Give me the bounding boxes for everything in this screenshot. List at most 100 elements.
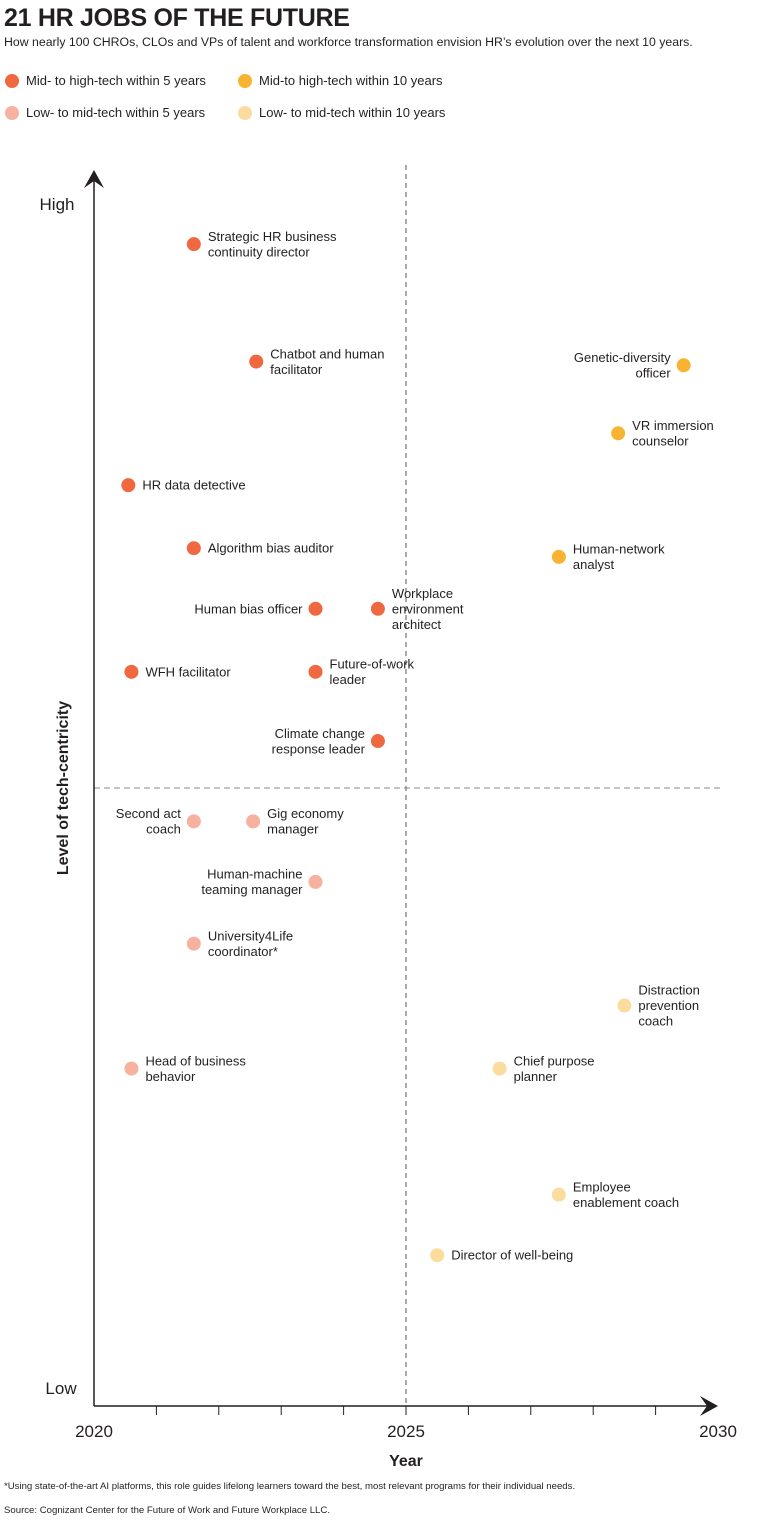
data-point [249,354,264,369]
data-point-label: Genetic-diversity officer [574,350,671,381]
data-point-label-line: facilitator [270,362,323,377]
data-point-label-line: prevention [638,998,699,1013]
data-point-label-line: Human-machine [207,867,302,882]
data-point [186,814,201,829]
data-point-label-line: teaming manager [201,882,303,897]
data-point-label: VR immersion counselor [632,418,714,449]
data-point-label-line: Human bias officer [194,601,303,616]
data-point-label-line: response leader [272,741,366,756]
legend-swatch [5,73,19,88]
legend-label: Mid- to high-tech within 5 years [26,73,206,88]
data-point-label: Distraction prevention coach [638,983,699,1029]
data-point [492,1061,507,1076]
data-point-label-line: enablement coach [573,1195,679,1210]
x-tick-label: 2020 [75,1422,113,1441]
data-point [617,998,632,1013]
source-note: Source: Cognizant Center for the Future … [4,1505,330,1516]
footnote: *Using state-of-the-art AI platforms, th… [4,1481,576,1492]
data-point-label: WFH facilitator [145,664,231,679]
data-point-label: Human bias officer [194,601,303,616]
data-point-label-line: Second act [116,806,181,821]
data-point-label: Chatbot and human facilitator [270,346,384,377]
data-point-label-line: Strategic HR business [208,229,337,244]
data-point-label-line: coach [146,822,181,837]
legend-swatch [238,105,252,120]
x-tick-label: 2025 [387,1422,425,1441]
data-point-label-line: manager [267,822,319,837]
x-tick-label: 2030 [699,1422,737,1441]
data-point-label-line: architect [392,617,442,632]
legend-label: Mid-to high-tech within 10 years [259,73,443,88]
data-point [186,936,201,951]
data-point-label: Algorithm bias auditor [208,541,334,556]
data-point-label: University4Life coordinator* [208,928,293,959]
data-point-label: Second act coach [116,806,181,837]
data-point-label-line: Gig economy [267,806,344,821]
data-point-label-line: leader [330,672,367,687]
data-point [370,601,385,616]
data-point [676,358,691,373]
page-title: 21 HR JOBS OF THE FUTURE [4,4,350,32]
legend-label: Low- to mid-tech within 10 years [259,105,446,120]
data-point-label: Future-of-work leader [330,657,415,688]
legend-label: Low- to mid-tech within 5 years [26,105,206,120]
data-point [551,1187,566,1202]
legend-item-mid-high-10: Mid-to high-tech within 10 years [238,73,443,88]
data-point [124,664,139,679]
data-point-label-line: Algorithm bias auditor [208,541,334,556]
legend-item-low-mid-5: Low- to mid-tech within 5 years [5,105,205,120]
legend-swatch [238,73,252,88]
data-point-label: Human-network analyst [573,542,665,573]
data-point [124,1061,139,1076]
data-point-label-line: environment [392,601,464,616]
data-point-label-line: counselor [632,434,689,449]
y-tick-label-low: Low [45,1379,77,1398]
y-axis-title: Level of tech-centricity [55,701,72,875]
y-axis-arrow-icon [84,170,104,188]
data-point-label-line: Climate change [275,726,365,741]
data-point-label: Head of business behavior [145,1053,246,1084]
data-point-label: Human-machine teaming manager [201,867,303,898]
data-point-label-line: planner [514,1069,558,1084]
data-point-label: Gig economy manager [267,806,344,837]
data-point-label-line: Chief purpose [514,1053,595,1068]
data-point [308,664,323,679]
legend-swatch [5,105,19,120]
data-point-label-line: HR data detective [142,478,245,493]
data-point-label-line: Human-network [573,542,665,557]
data-point-label-line: behavior [145,1069,196,1084]
data-point-label-line: Genetic-diversity [574,350,671,365]
data-point [246,814,261,829]
data-point-label: Director of well-being [451,1248,573,1263]
data-point-label: HR data detective [142,478,245,493]
scatter-chart: 2020 2025 2030 High Low Year Level of tech-cen… [40,165,737,1470]
data-point-label: Strategic HR business continuity director [208,229,337,260]
data-point-label-line: WFH facilitator [145,664,231,679]
data-point-label-line: Director of well-being [451,1248,573,1263]
data-point-label-line: analyst [573,557,615,572]
data-point-label: Workplace environment architect [392,586,464,632]
data-point-label-line: continuity director [208,244,311,259]
data-point-label-line: coordinator* [208,944,278,959]
data-point-label-line: Chatbot and human [270,346,384,361]
data-point [308,601,323,616]
data-point-label-line: Head of business [145,1053,246,1068]
data-point [186,541,201,556]
data-point-label-line: coach [638,1014,673,1029]
data-point-label-line: Distraction [638,983,699,998]
data-point-label: Employee enablement coach [573,1179,679,1210]
data-point-label: Chief purpose planner [514,1053,595,1084]
legend-item-low-mid-10: Low- to mid-tech within 10 years [238,105,445,120]
data-point [430,1248,445,1263]
data-point [186,237,201,252]
data-point-label-line: officer [636,366,672,381]
x-axis-arrow-icon [700,1396,718,1416]
data-point [551,549,566,564]
data-point-label-line: VR immersion [632,418,714,433]
data-point [308,874,323,889]
data-point-label: Climate change response leader [272,726,366,757]
x-axis-title: Year [389,1453,423,1470]
data-point [611,426,626,441]
data-point-label-line: Workplace [392,586,453,601]
legend-item-mid-high-5: Mid- to high-tech within 5 years [5,73,206,88]
